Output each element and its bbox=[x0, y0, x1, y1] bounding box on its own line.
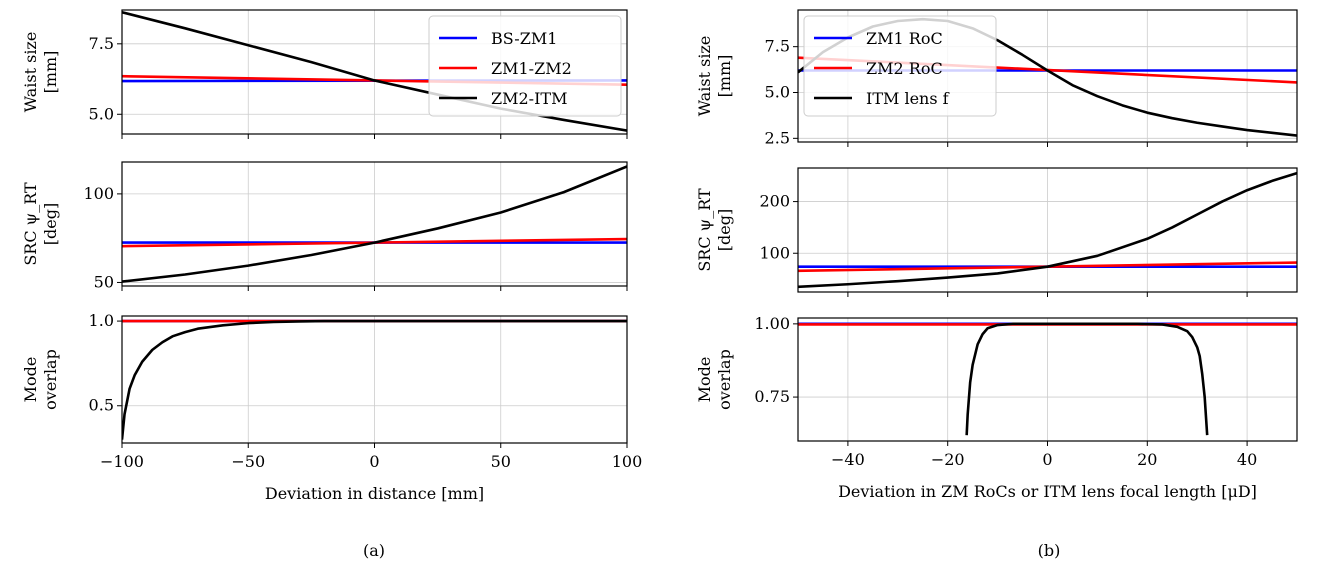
panel-b-src: 100 200 SRC ψ_RT[deg] bbox=[695, 167, 1298, 297]
y-tick-label-b-mode-0: 0.75 bbox=[754, 387, 790, 406]
caption-b: (b) bbox=[1038, 541, 1061, 560]
y-axis-label-line-b-waist-0: Waist size bbox=[695, 36, 714, 117]
x-tick-label-a-mode-1: −50 bbox=[231, 452, 265, 471]
y-axis-label-a-waist: Waist size[mm] bbox=[21, 32, 60, 113]
y-axis-label-line-a-waist-1: [mm] bbox=[41, 51, 60, 94]
y-axis-label-line-a-src-0: SRC ψ_RT bbox=[21, 182, 40, 266]
series-line-a-src-2 bbox=[122, 165, 627, 283]
y-axis-label-a-mode: Modeoverlap bbox=[21, 349, 60, 410]
y-tick-label-a-waist-0: 5.0 bbox=[89, 104, 114, 123]
panel-a-src: 50 100 SRC ψ_RT[deg] bbox=[21, 161, 628, 291]
y-tick-label-b-src-0: 100 bbox=[759, 243, 790, 262]
legend-a-waist: BS-ZM1 ZM1-ZM2 ZM2-ITM bbox=[428, 15, 622, 117]
y-axis-label-line-b-mode-0: Mode bbox=[695, 357, 714, 403]
y-axis-label-line-b-src-1: [deg] bbox=[715, 209, 734, 251]
y-axis-label-b-src: SRC ψ_RT[deg] bbox=[695, 188, 734, 272]
y-axis-label-line-a-mode-1: overlap bbox=[41, 349, 60, 410]
x-tick-label-a-mode-0: −100 bbox=[100, 452, 144, 471]
y-axis-label-line-b-waist-1: [mm] bbox=[715, 55, 734, 98]
y-tick-label-b-waist-0: 2.5 bbox=[765, 128, 790, 147]
x-tick-label-a-mode-2: 0 bbox=[369, 452, 379, 471]
y-tick-label-a-waist-1: 7.5 bbox=[89, 34, 114, 53]
panel-a-waist: 5.0 7.5 Waist size[mm] BS-ZM1 ZM1-ZM2 ZM2-ITM bbox=[21, 9, 628, 139]
legend-b-waist: ZM1 RoC ZM2 RoC ITM lens f bbox=[803, 15, 997, 117]
y-tick-label-a-mode-1: 1.0 bbox=[89, 311, 114, 330]
y-tick-label-b-src-1: 200 bbox=[759, 192, 790, 211]
caption-a: (a) bbox=[363, 541, 385, 560]
x-tick-label-b-mode-4: 40 bbox=[1237, 450, 1257, 469]
x-axis-label-a-mode: Deviation in distance [mm] bbox=[265, 484, 484, 503]
legend-label-a-waist-2: ZM2-ITM bbox=[491, 89, 567, 108]
series-line-b-src-2 bbox=[798, 171, 1297, 289]
y-axis-label-b-waist: Waist size[mm] bbox=[695, 36, 734, 117]
y-tick-label-b-waist-2: 7.5 bbox=[765, 37, 790, 56]
x-tick-label-b-mode-0: −40 bbox=[831, 450, 865, 469]
y-axis-label-a-src: SRC ψ_RT[deg] bbox=[21, 182, 60, 266]
legend-box-a-waist bbox=[428, 15, 622, 117]
legend-box-b-waist bbox=[803, 15, 997, 117]
y-tick-label-a-src-1: 100 bbox=[83, 184, 114, 203]
y-tick-label-a-src-0: 50 bbox=[94, 272, 114, 291]
x-tick-label-b-mode-1: −20 bbox=[931, 450, 965, 469]
y-axis-label-b-mode: Modeoverlap bbox=[695, 349, 734, 410]
x-tick-label-b-mode-3: 20 bbox=[1137, 450, 1157, 469]
panel-b-waist: 2.5 5.0 7.5 Waist size[mm] ZM1 RoC ZM2 RoC ITM… bbox=[695, 9, 1298, 147]
y-axis-label-line-b-mode-1: overlap bbox=[715, 349, 734, 410]
panel-b-mode: −40 −20 0 20 40 0.75 1.00 Deviation in ZM RoCs … bbox=[695, 314, 1298, 501]
y-axis-label-line-a-waist-0: Waist size bbox=[21, 32, 40, 113]
series-group-b-src bbox=[798, 171, 1297, 289]
x-axis-label-b-mode: Deviation in ZM RoCs or ITM lens focal l… bbox=[838, 482, 1257, 501]
y-axis-label-line-a-src-1: [deg] bbox=[41, 203, 60, 245]
x-tick-label-a-mode-4: 100 bbox=[612, 452, 643, 471]
series-group-a-src bbox=[122, 165, 627, 283]
series-line-b-mode-2 bbox=[965, 322, 1209, 436]
x-tick-label-b-mode-2: 0 bbox=[1042, 450, 1052, 469]
x-tick-label-a-mode-3: 50 bbox=[491, 452, 511, 471]
series-line-a-mode-2 bbox=[122, 319, 627, 440]
y-axis-label-line-a-mode-0: Mode bbox=[21, 357, 40, 403]
legend-label-a-waist-0: BS-ZM1 bbox=[491, 29, 557, 48]
y-axis-label-line-b-src-0: SRC ψ_RT bbox=[695, 188, 714, 272]
y-tick-label-b-mode-1: 1.00 bbox=[754, 314, 790, 333]
legend-label-b-waist-1: ZM2 RoC bbox=[866, 59, 943, 78]
y-tick-label-b-waist-1: 5.0 bbox=[765, 83, 790, 102]
y-tick-label-a-mode-0: 0.5 bbox=[89, 396, 114, 415]
series-group-b-mode bbox=[798, 322, 1297, 436]
panel-a-mode: −100 −50 0 50 100 0.5 1.0 Deviation in distance… bbox=[21, 311, 642, 503]
legend-label-b-waist-0: ZM1 RoC bbox=[866, 29, 943, 48]
legend-label-a-waist-1: ZM1-ZM2 bbox=[491, 59, 572, 78]
series-group-a-mode bbox=[122, 319, 627, 440]
legend-label-b-waist-2: ITM lens f bbox=[866, 89, 950, 108]
